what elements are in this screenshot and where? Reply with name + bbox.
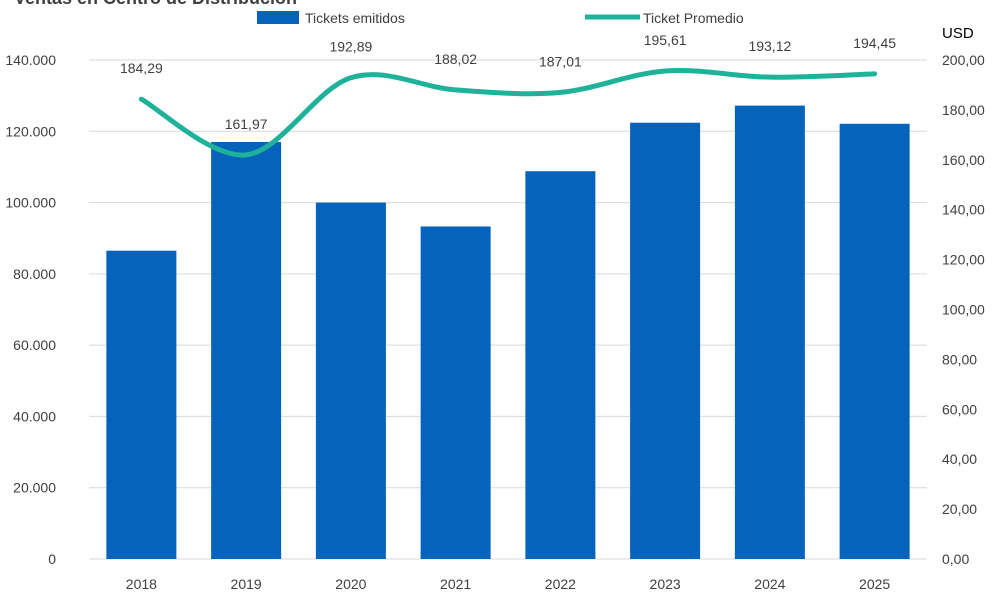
- y-right-tick-label: 160,00: [942, 152, 985, 168]
- y-left-tick-label: 140.000: [5, 52, 56, 68]
- y-left-tick-label: 80.000: [13, 266, 56, 282]
- bar-2022: [525, 171, 596, 559]
- y-axis-right: 0,00 20,00 40,00 60,00 80,00 100,00 120,00 140,…: [942, 52, 985, 567]
- y-right-tick-label: 40,00: [942, 451, 977, 467]
- chart-title: Ventas en Centro de Distribución: [14, 0, 297, 8]
- x-tick-label: 2021: [440, 576, 471, 592]
- line-series: 184,29 161,97 192,89 188,02 187,01 195,61 193,…: [120, 32, 896, 158]
- legend-swatch-tickets: [257, 11, 299, 24]
- y-right-tick-label: 100,00: [942, 302, 985, 318]
- data-label-2022: 187,01: [539, 53, 582, 69]
- x-tick-label: 2023: [650, 576, 681, 592]
- legend: Tickets emitidos Ticket Promedio: [257, 10, 744, 26]
- y-right-tick-label: 60,00: [942, 401, 977, 417]
- y-right-tick-label: 140,00: [942, 202, 985, 218]
- y-right-tick-label: 200,00: [942, 52, 985, 68]
- data-label-2023: 195,61: [644, 32, 687, 48]
- legend-label-ticket-promedio: Ticket Promedio: [643, 10, 744, 26]
- data-label-2018: 184,29: [120, 60, 163, 76]
- x-tick-label: 2018: [126, 576, 157, 592]
- bar-2024: [734, 105, 805, 559]
- data-label-2020: 192,89: [329, 39, 372, 55]
- bar-2025: [839, 123, 910, 559]
- bar-2019: [211, 141, 282, 559]
- x-tick-label: 2024: [754, 576, 785, 592]
- y-left-tick-label: 60.000: [13, 337, 56, 353]
- y-right-tick-label: 0,00: [942, 551, 969, 567]
- x-tick-label: 2025: [859, 576, 890, 592]
- y-left-tick-label: 100.000: [5, 195, 56, 211]
- y-left-tick-label: 40.000: [13, 408, 56, 424]
- y-axis-right-label: USD: [942, 25, 974, 42]
- y-right-tick-label: 80,00: [942, 351, 977, 367]
- data-label-2021: 188,02: [434, 51, 477, 67]
- data-label-2025: 194,45: [853, 35, 896, 51]
- x-tick-label: 2019: [231, 576, 262, 592]
- line-ticket-promedio: [138, 68, 878, 158]
- y-left-tick-label: 20.000: [13, 480, 56, 496]
- bar-2020: [315, 202, 386, 560]
- y-left-tick-label: 0: [48, 551, 56, 567]
- x-axis: 2018 2019 2020 2021 2022 2023 2024 2025: [126, 576, 891, 592]
- bar-2023: [630, 122, 701, 559]
- y-left-tick-label: 120.000: [5, 123, 56, 139]
- legend-label-tickets: Tickets emitidos: [305, 10, 405, 26]
- bar-2021: [420, 226, 491, 559]
- data-label-2019: 161,97: [225, 116, 268, 132]
- x-tick-label: 2022: [545, 576, 576, 592]
- x-tick-label: 2020: [335, 576, 366, 592]
- y-right-tick-label: 180,00: [942, 102, 985, 118]
- y-axis-left: 0 20.000 40.000 60.000 80.000 100.000 120.000 1…: [5, 52, 56, 567]
- data-label-2024: 193,12: [748, 38, 791, 54]
- bar-series: [106, 105, 910, 560]
- bar-2018: [106, 250, 177, 560]
- y-right-tick-label: 120,00: [942, 252, 985, 268]
- y-right-tick-label: 20,00: [942, 501, 977, 517]
